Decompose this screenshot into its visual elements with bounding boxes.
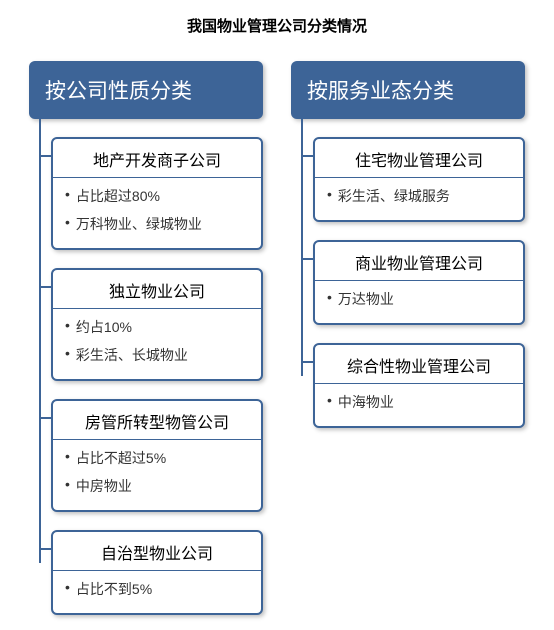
bullet-point: 中房物业	[65, 472, 249, 500]
card-header: 地产开发商子公司	[53, 139, 261, 177]
columns: 按公司性质分类 地产开发商子公司占比超过80%万科物业、绿城物业独立物业公司约占…	[10, 61, 544, 615]
card-body: 万达物业	[315, 280, 523, 323]
category-card: 房管所转型物管公司占比不超过5%中房物业	[51, 399, 263, 512]
bullet-point: 中海物业	[327, 388, 511, 416]
tree-node: 房管所转型物管公司占比不超过5%中房物业	[51, 399, 263, 512]
right-column: 按服务业态分类 住宅物业管理公司彩生活、绿城服务商业物业管理公司万达物业综合性物…	[291, 61, 525, 615]
bullet-point: 占比不到5%	[65, 575, 249, 603]
card-body: 占比不到5%	[53, 570, 261, 613]
left-category-header: 按公司性质分类	[29, 61, 263, 119]
card-body: 中海物业	[315, 383, 523, 426]
tree-node: 综合性物业管理公司中海物业	[313, 343, 525, 428]
right-category-header: 按服务业态分类	[291, 61, 525, 119]
card-body: 约占10%彩生活、长城物业	[53, 308, 261, 379]
category-card: 住宅物业管理公司彩生活、绿城服务	[313, 137, 525, 222]
tree-node: 住宅物业管理公司彩生活、绿城服务	[313, 137, 525, 222]
page-title: 我国物业管理公司分类情况	[10, 15, 544, 36]
card-header: 综合性物业管理公司	[315, 345, 523, 383]
left-tree: 地产开发商子公司占比超过80%万科物业、绿城物业独立物业公司约占10%彩生活、长…	[29, 119, 263, 615]
card-header: 独立物业公司	[53, 270, 261, 308]
bullet-point: 万科物业、绿城物业	[65, 210, 249, 238]
card-header: 自治型物业公司	[53, 532, 261, 570]
card-header: 商业物业管理公司	[315, 242, 523, 280]
bullet-point: 占比超过80%	[65, 182, 249, 210]
tree-node: 自治型物业公司占比不到5%	[51, 530, 263, 615]
bullet-point: 彩生活、长城物业	[65, 341, 249, 369]
category-card: 综合性物业管理公司中海物业	[313, 343, 525, 428]
tree-node: 独立物业公司约占10%彩生活、长城物业	[51, 268, 263, 381]
card-body: 占比超过80%万科物业、绿城物业	[53, 177, 261, 248]
left-column: 按公司性质分类 地产开发商子公司占比超过80%万科物业、绿城物业独立物业公司约占…	[29, 61, 263, 615]
category-card: 商业物业管理公司万达物业	[313, 240, 525, 325]
bullet-point: 占比不超过5%	[65, 444, 249, 472]
right-tree: 住宅物业管理公司彩生活、绿城服务商业物业管理公司万达物业综合性物业管理公司中海物…	[291, 119, 525, 428]
tree-node: 地产开发商子公司占比超过80%万科物业、绿城物业	[51, 137, 263, 250]
card-body: 彩生活、绿城服务	[315, 177, 523, 220]
card-body: 占比不超过5%中房物业	[53, 439, 261, 510]
bullet-point: 万达物业	[327, 285, 511, 313]
tree-node: 商业物业管理公司万达物业	[313, 240, 525, 325]
card-header: 房管所转型物管公司	[53, 401, 261, 439]
category-card: 独立物业公司约占10%彩生活、长城物业	[51, 268, 263, 381]
bullet-point: 彩生活、绿城服务	[327, 182, 511, 210]
bullet-point: 约占10%	[65, 313, 249, 341]
card-header: 住宅物业管理公司	[315, 139, 523, 177]
category-card: 自治型物业公司占比不到5%	[51, 530, 263, 615]
category-card: 地产开发商子公司占比超过80%万科物业、绿城物业	[51, 137, 263, 250]
